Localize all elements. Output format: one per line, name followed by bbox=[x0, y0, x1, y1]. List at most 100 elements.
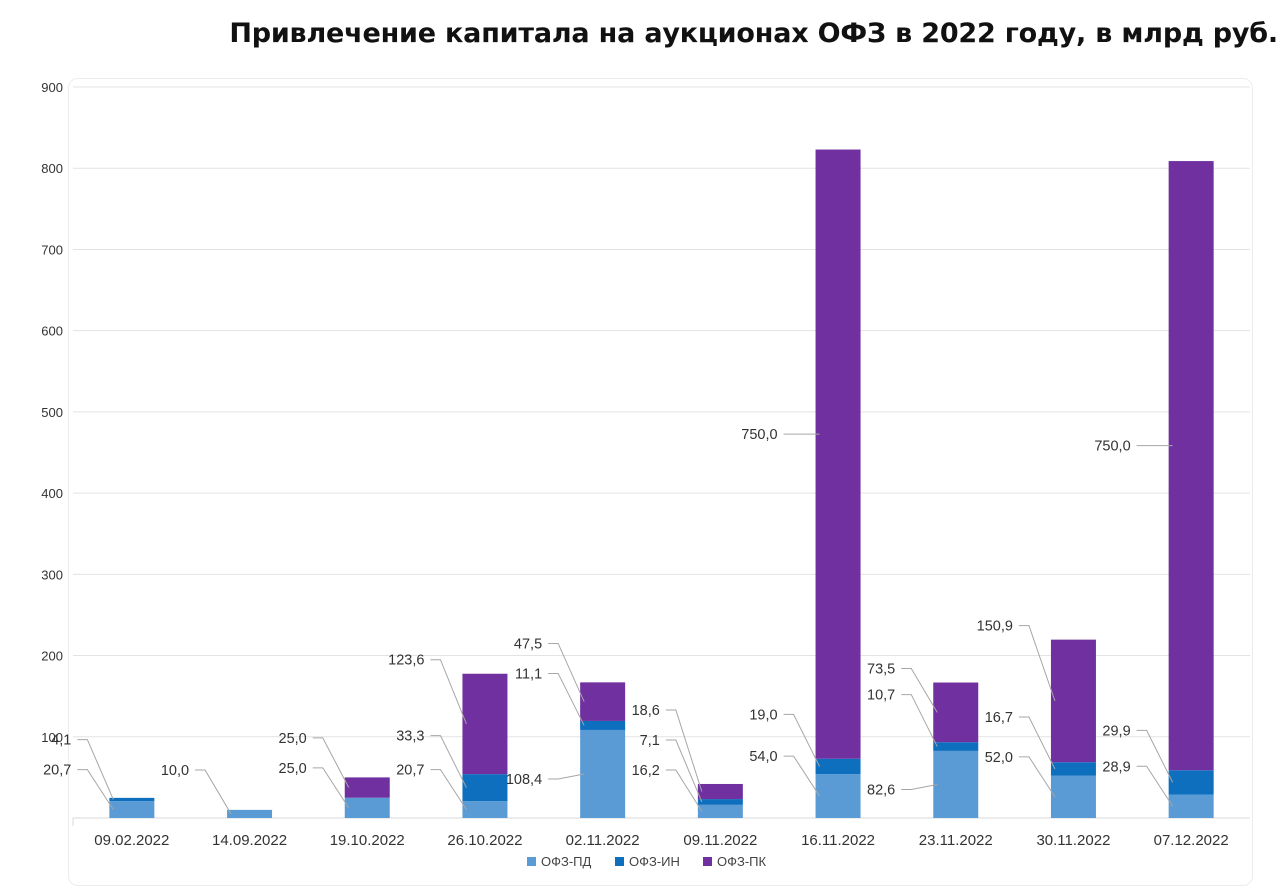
bar-segment-in bbox=[1168, 770, 1214, 795]
data-label: 16,7 bbox=[985, 710, 1013, 726]
x-tick-label: 09.11.2022 bbox=[683, 832, 757, 849]
leader-line bbox=[1136, 729, 1174, 783]
y-tick-label: 800 bbox=[41, 161, 63, 176]
leader-line bbox=[430, 735, 467, 788]
data-label: 11,1 bbox=[515, 666, 542, 682]
leader-line bbox=[548, 642, 585, 702]
data-label: 20,7 bbox=[396, 763, 424, 779]
data-label: 750,0 bbox=[741, 427, 777, 443]
y-tick-label: 100 bbox=[41, 730, 63, 745]
data-label: 10,0 bbox=[161, 763, 189, 779]
legend-label: ОФЗ-ИН bbox=[629, 854, 680, 869]
bar-segment-in bbox=[815, 758, 861, 775]
data-label: 25,0 bbox=[279, 731, 307, 747]
bar-segment-in bbox=[1050, 762, 1096, 776]
data-label: 29,9 bbox=[1102, 723, 1130, 739]
y-axis: 100 200 300 400 500 600 700 800 900 bbox=[41, 80, 63, 745]
leader-line bbox=[430, 769, 467, 810]
leader-line bbox=[665, 709, 703, 792]
bar-segment-in bbox=[697, 799, 743, 805]
bar-segment-pd bbox=[697, 804, 743, 818]
x-axis: 09.02.2022 14.09.2022 19.10.2022 26.10.2022… bbox=[72, 818, 1229, 849]
bar-segment-pk bbox=[933, 682, 979, 743]
data-label: 19,0 bbox=[749, 707, 777, 723]
data-label: 73,5 bbox=[867, 662, 895, 678]
leader-line bbox=[430, 659, 467, 725]
bar-segment-pd bbox=[815, 774, 861, 818]
data-label: 7,1 bbox=[640, 733, 660, 749]
bar-segment-pd bbox=[227, 809, 273, 818]
data-label: 108,4 bbox=[506, 772, 542, 788]
x-tick-label: 26.10.2022 bbox=[447, 832, 522, 849]
data-label: 52,0 bbox=[985, 750, 1013, 766]
data-label: 25,0 bbox=[279, 761, 307, 777]
bar-segment-in bbox=[109, 797, 155, 802]
leader-line bbox=[901, 694, 938, 747]
leader-line bbox=[548, 672, 585, 726]
bar-segment-pk bbox=[815, 149, 861, 759]
bar-segment-pd bbox=[344, 797, 390, 818]
data-label: 82,6 bbox=[867, 782, 895, 798]
leader-line bbox=[901, 668, 938, 713]
x-tick-label: 16.11.2022 bbox=[801, 832, 875, 849]
leader-line bbox=[783, 713, 820, 767]
bars bbox=[109, 149, 1214, 818]
data-label: 33,3 bbox=[396, 729, 424, 745]
leader-line bbox=[312, 737, 350, 788]
x-tick-label: 23.11.2022 bbox=[919, 832, 993, 849]
data-label: 54,0 bbox=[749, 749, 777, 765]
bar-segment-in bbox=[580, 720, 626, 730]
bar-segment-pd bbox=[580, 729, 626, 818]
bar-segment-pk bbox=[344, 777, 390, 798]
leader-line bbox=[77, 739, 114, 800]
data-label: 28,9 bbox=[1102, 759, 1130, 775]
chart-title: Привлечение капитала на аукционах ОФЗ в … bbox=[229, 18, 1278, 49]
bar-segment-pk bbox=[1168, 161, 1214, 771]
x-tick-label: 09.02.2022 bbox=[94, 832, 169, 849]
data-labels: 20,7 4,1 10,0 25,0 25,0 20,7 33,3 123,6 108,4 11,… bbox=[43, 427, 1174, 815]
leader-line bbox=[548, 773, 585, 780]
bar-segment-pd bbox=[1050, 775, 1096, 818]
data-label: 750,0 bbox=[1094, 439, 1130, 455]
data-label: 20,7 bbox=[43, 763, 71, 779]
legend-swatch-in bbox=[615, 857, 624, 866]
leader-line bbox=[665, 769, 703, 812]
leader-line bbox=[1018, 625, 1056, 702]
bar-segment-pk bbox=[462, 673, 508, 775]
leader-line bbox=[77, 769, 114, 810]
bar-segment-pd bbox=[462, 801, 508, 818]
data-label: 4,1 bbox=[51, 733, 71, 749]
legend: ОФЗ-ПД ОФЗ-ИН ОФЗ-ПК bbox=[527, 854, 767, 869]
leader-line bbox=[312, 767, 350, 809]
bar-segment-pd bbox=[109, 801, 155, 818]
data-label: 123,6 bbox=[388, 653, 424, 669]
y-tick-label: 700 bbox=[41, 242, 63, 257]
bar-segment-pk bbox=[580, 682, 626, 721]
y-tick-label: 900 bbox=[41, 80, 63, 95]
bar-segment-pd bbox=[1168, 794, 1214, 818]
bar-segment-pk bbox=[1050, 639, 1096, 763]
x-tick-label: 02.11.2022 bbox=[566, 832, 640, 849]
leader-line bbox=[195, 769, 232, 815]
x-tick-label: 07.12.2022 bbox=[1154, 832, 1229, 849]
leader-line bbox=[1018, 716, 1056, 770]
data-label: 150,9 bbox=[977, 619, 1013, 635]
data-label: 16,2 bbox=[632, 763, 660, 779]
legend-swatch-pk bbox=[703, 857, 712, 866]
bar-segment-pk bbox=[697, 783, 743, 800]
bar-segment-pd bbox=[933, 750, 979, 818]
bar-segment-in bbox=[462, 774, 508, 802]
legend-label: ОФЗ-ПК bbox=[717, 854, 767, 869]
y-tick-label: 500 bbox=[41, 405, 63, 420]
bar-segment-in bbox=[933, 742, 979, 751]
leader-line bbox=[1136, 765, 1174, 807]
y-tick-label: 400 bbox=[41, 486, 63, 501]
legend-swatch-pd bbox=[527, 857, 536, 866]
y-tick-label: 600 bbox=[41, 324, 63, 339]
y-tick-label: 200 bbox=[41, 649, 63, 664]
x-tick-label: 19.10.2022 bbox=[330, 832, 405, 849]
leader-line bbox=[1018, 756, 1056, 798]
x-tick-label: 14.09.2022 bbox=[212, 832, 287, 849]
data-label: 47,5 bbox=[514, 636, 542, 652]
